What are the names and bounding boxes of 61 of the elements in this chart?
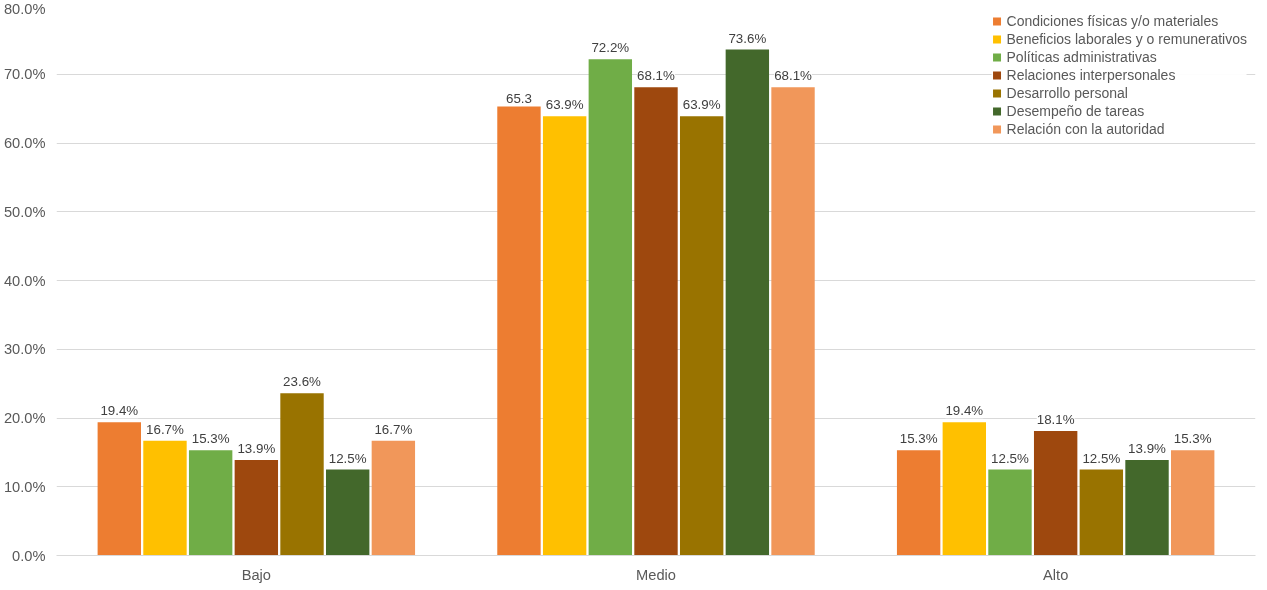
data-label: 15.3% — [191, 431, 230, 447]
bar — [1171, 450, 1215, 556]
legend-label: Desempeño de tareas — [1006, 103, 1145, 119]
bar — [234, 459, 279, 556]
bar — [325, 469, 370, 556]
bar — [942, 422, 987, 556]
bar — [988, 469, 1032, 556]
bar — [588, 59, 633, 556]
y-tick-label: 40.0% — [3, 272, 46, 289]
data-label: 72.2% — [591, 40, 630, 56]
legend-label: Políticas administrativas — [1006, 49, 1157, 65]
data-label: 12.5% — [991, 450, 1030, 466]
data-label: 63.9% — [545, 97, 584, 113]
legend-label: Desarrollo personal — [1006, 85, 1128, 101]
y-tick-label: 10.0% — [3, 478, 46, 495]
data-label: 18.1% — [1036, 412, 1075, 428]
data-label: 15.3% — [899, 431, 938, 447]
data-label: 16.7% — [146, 421, 185, 437]
data-label: 13.9% — [237, 440, 276, 456]
y-tick-label: 0.0% — [12, 547, 46, 564]
bar — [771, 87, 815, 556]
bar — [371, 440, 416, 556]
bar — [1079, 469, 1124, 556]
x-tick-label: Medio — [636, 566, 676, 583]
bar — [1033, 431, 1078, 556]
bar — [542, 116, 587, 556]
x-tick-label: Bajo — [241, 566, 272, 583]
data-label: 19.4% — [945, 403, 984, 419]
data-label: 68.1% — [774, 68, 813, 84]
data-label: 13.9% — [1128, 440, 1167, 456]
bar — [188, 450, 233, 556]
legend-label: Relación con la autoridad — [1006, 121, 1165, 137]
y-tick-label: 30.0% — [3, 341, 46, 358]
data-label: 68.1% — [637, 68, 676, 84]
data-label: 23.6% — [283, 374, 322, 390]
bar — [896, 450, 941, 556]
data-label: 16.7% — [374, 421, 413, 437]
data-label: 65.3 — [506, 90, 532, 106]
y-tick-label: 50.0% — [3, 203, 46, 220]
bar — [725, 49, 770, 556]
data-label: 12.5% — [328, 450, 367, 466]
bar — [497, 106, 541, 556]
y-tick-label: 70.0% — [3, 66, 46, 83]
x-tick-label: Alto — [1043, 566, 1069, 583]
bar — [634, 87, 678, 556]
data-label: 63.9% — [682, 97, 721, 113]
data-label: 19.4% — [100, 403, 139, 419]
bar — [143, 440, 187, 556]
legend-label: Beneficios laborales y o remunerativos — [1006, 31, 1247, 47]
y-tick-label: 60.0% — [3, 135, 46, 151]
data-label: 15.3% — [1173, 431, 1212, 447]
data-label: 73.6% — [728, 30, 767, 46]
bar — [1125, 459, 1169, 556]
y-tick-label: 80.0% — [3, 0, 46, 17]
legend-label: Condiciones físicas y/o materiales — [1006, 13, 1219, 29]
legend-label: Relaciones interpersonales — [1006, 67, 1176, 83]
y-tick-label: 20.0% — [3, 410, 46, 426]
bar — [679, 116, 724, 556]
data-label: 12.5% — [1082, 450, 1121, 466]
bar — [97, 422, 141, 556]
bar — [280, 393, 324, 556]
